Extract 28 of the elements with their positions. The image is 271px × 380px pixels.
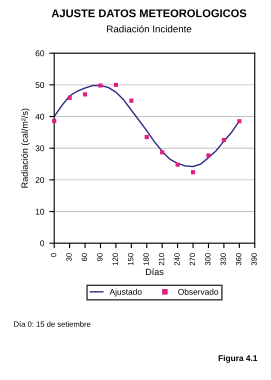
point [190, 170, 196, 174]
point [144, 135, 149, 140]
point [114, 82, 118, 87]
y-tick-label: 30 [36, 145, 44, 152]
text: Figura 4.1 [218, 354, 258, 363]
y-tick-label: 40 [35, 114, 44, 120]
point [82, 92, 88, 96]
y-tick-label: 10 [36, 208, 44, 215]
y-tick-label: 20 [36, 177, 44, 183]
legend-label: Observado [178, 288, 218, 295]
point [129, 98, 134, 103]
point [68, 96, 72, 100]
point [222, 138, 226, 142]
chart-title: AJUSTE DATOS METEOROLOGICOS [52, 9, 246, 18]
point [237, 119, 242, 124]
point [160, 150, 164, 154]
y-tick-label: 50 [36, 82, 44, 88]
y-tick-label: 60 [36, 50, 44, 56]
y-tick-label: 0 [40, 240, 44, 246]
point [52, 118, 56, 124]
point [206, 153, 211, 158]
point [176, 162, 180, 167]
point [98, 83, 103, 88]
y-axis-title: Radiación (cal/m²/s) [21, 108, 30, 188]
legend-label: Ajustado [110, 288, 142, 296]
line-series [54, 84, 240, 168]
x-axis-title: Días [146, 268, 164, 276]
chart-subtitle: Radiación Incidente [107, 25, 192, 32]
